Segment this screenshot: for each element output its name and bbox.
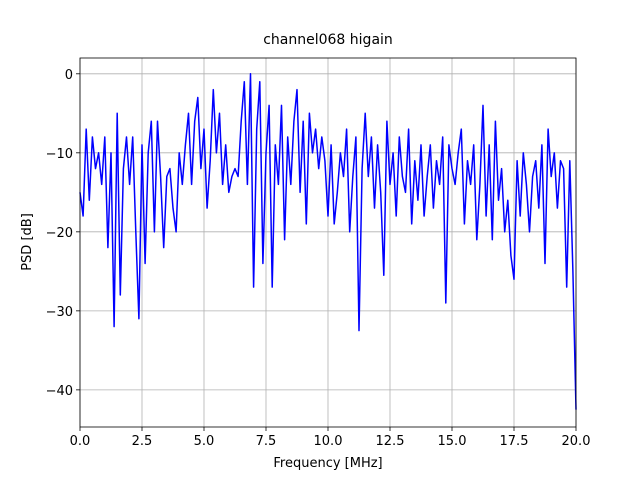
x-tick-label: 12.5 — [376, 434, 405, 449]
x-tick-label: 2.5 — [132, 434, 153, 449]
y-tick-label: −20 — [46, 226, 73, 241]
x-tick-label: 10.0 — [314, 434, 343, 449]
x-tick-label: 5.0 — [194, 434, 215, 449]
x-axis-label: Frequency [MHz] — [273, 456, 382, 471]
y-tick-label: 0 — [65, 68, 73, 83]
x-tick-label: 20.0 — [562, 434, 591, 449]
y-tick-label: −10 — [46, 147, 73, 162]
x-tick-label: 15.0 — [438, 434, 467, 449]
y-tick-label: −40 — [46, 384, 73, 399]
x-tick-label: 7.5 — [256, 434, 277, 449]
data-line — [79, 73, 577, 410]
y-tick-label: −30 — [46, 305, 73, 320]
chart-title: channel068 higain — [263, 32, 393, 48]
x-tick-label: 17.5 — [500, 434, 529, 449]
x-tick-label: 0.0 — [70, 434, 91, 449]
plot-frame — [79, 57, 577, 428]
y-axis-label: PSD [dB] — [20, 213, 35, 271]
